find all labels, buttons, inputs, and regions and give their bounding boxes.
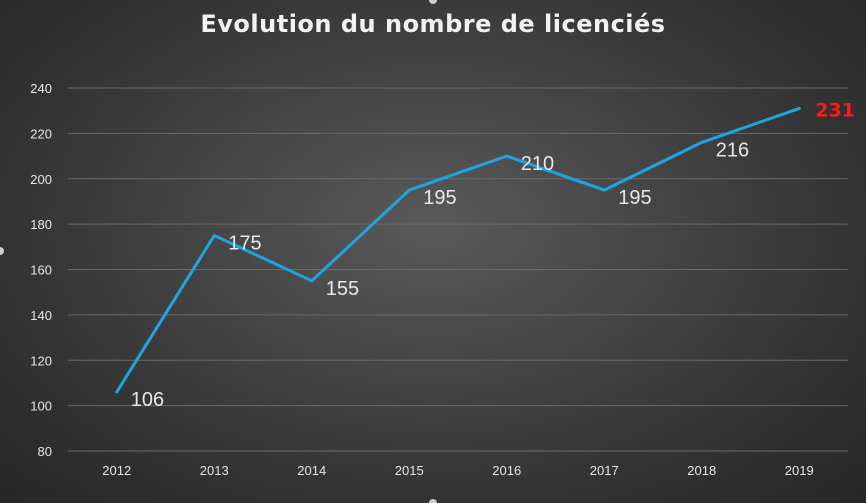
data-label: 216 — [716, 139, 749, 161]
y-tick-label: 120 — [30, 353, 52, 368]
y-tick-label: 240 — [30, 81, 52, 96]
x-tick-label: 2019 — [785, 463, 814, 478]
y-tick-label: 80 — [38, 444, 52, 459]
data-label: 210 — [521, 153, 554, 175]
series-line-group — [115, 106, 801, 394]
x-tick-label: 2017 — [590, 463, 619, 478]
data-label: 231 — [815, 99, 855, 121]
series-line — [115, 106, 801, 394]
y-tick-label: 180 — [30, 217, 52, 232]
y-tick-label: 160 — [30, 263, 52, 278]
y-tick-label: 100 — [30, 399, 52, 414]
x-tick-label: 2014 — [297, 463, 326, 478]
resize-handle[interactable] — [429, 0, 437, 4]
resize-handles — [0, 0, 437, 503]
data-label: 195 — [618, 187, 651, 209]
y-tick-label: 200 — [30, 172, 52, 187]
data-label: 195 — [423, 187, 456, 209]
y-tick-label: 140 — [30, 308, 52, 323]
y-tick-label: 220 — [30, 126, 52, 141]
x-tick-label: 2016 — [492, 463, 521, 478]
x-tick-label: 2012 — [102, 463, 131, 478]
chart-title: Evolution du nombre de licenciés — [200, 10, 666, 38]
y-axis-ticks: 80 100 120 140 160 180 200 220 240 — [30, 81, 52, 459]
data-label: 175 — [228, 232, 261, 254]
resize-handle[interactable] — [429, 499, 437, 503]
x-tick-label: 2018 — [687, 463, 716, 478]
gridlines — [68, 87, 848, 452]
x-axis-ticks: 2012 2013 2014 2015 2016 2017 2018 2019 — [102, 463, 813, 478]
data-label: 155 — [326, 278, 359, 300]
data-label: 106 — [131, 389, 164, 411]
x-tick-label: 2015 — [395, 463, 424, 478]
resize-handle[interactable] — [0, 247, 4, 255]
x-tick-label: 2013 — [200, 463, 229, 478]
data-labels: 106 175 155 195 210 195 216 231 — [131, 99, 855, 411]
